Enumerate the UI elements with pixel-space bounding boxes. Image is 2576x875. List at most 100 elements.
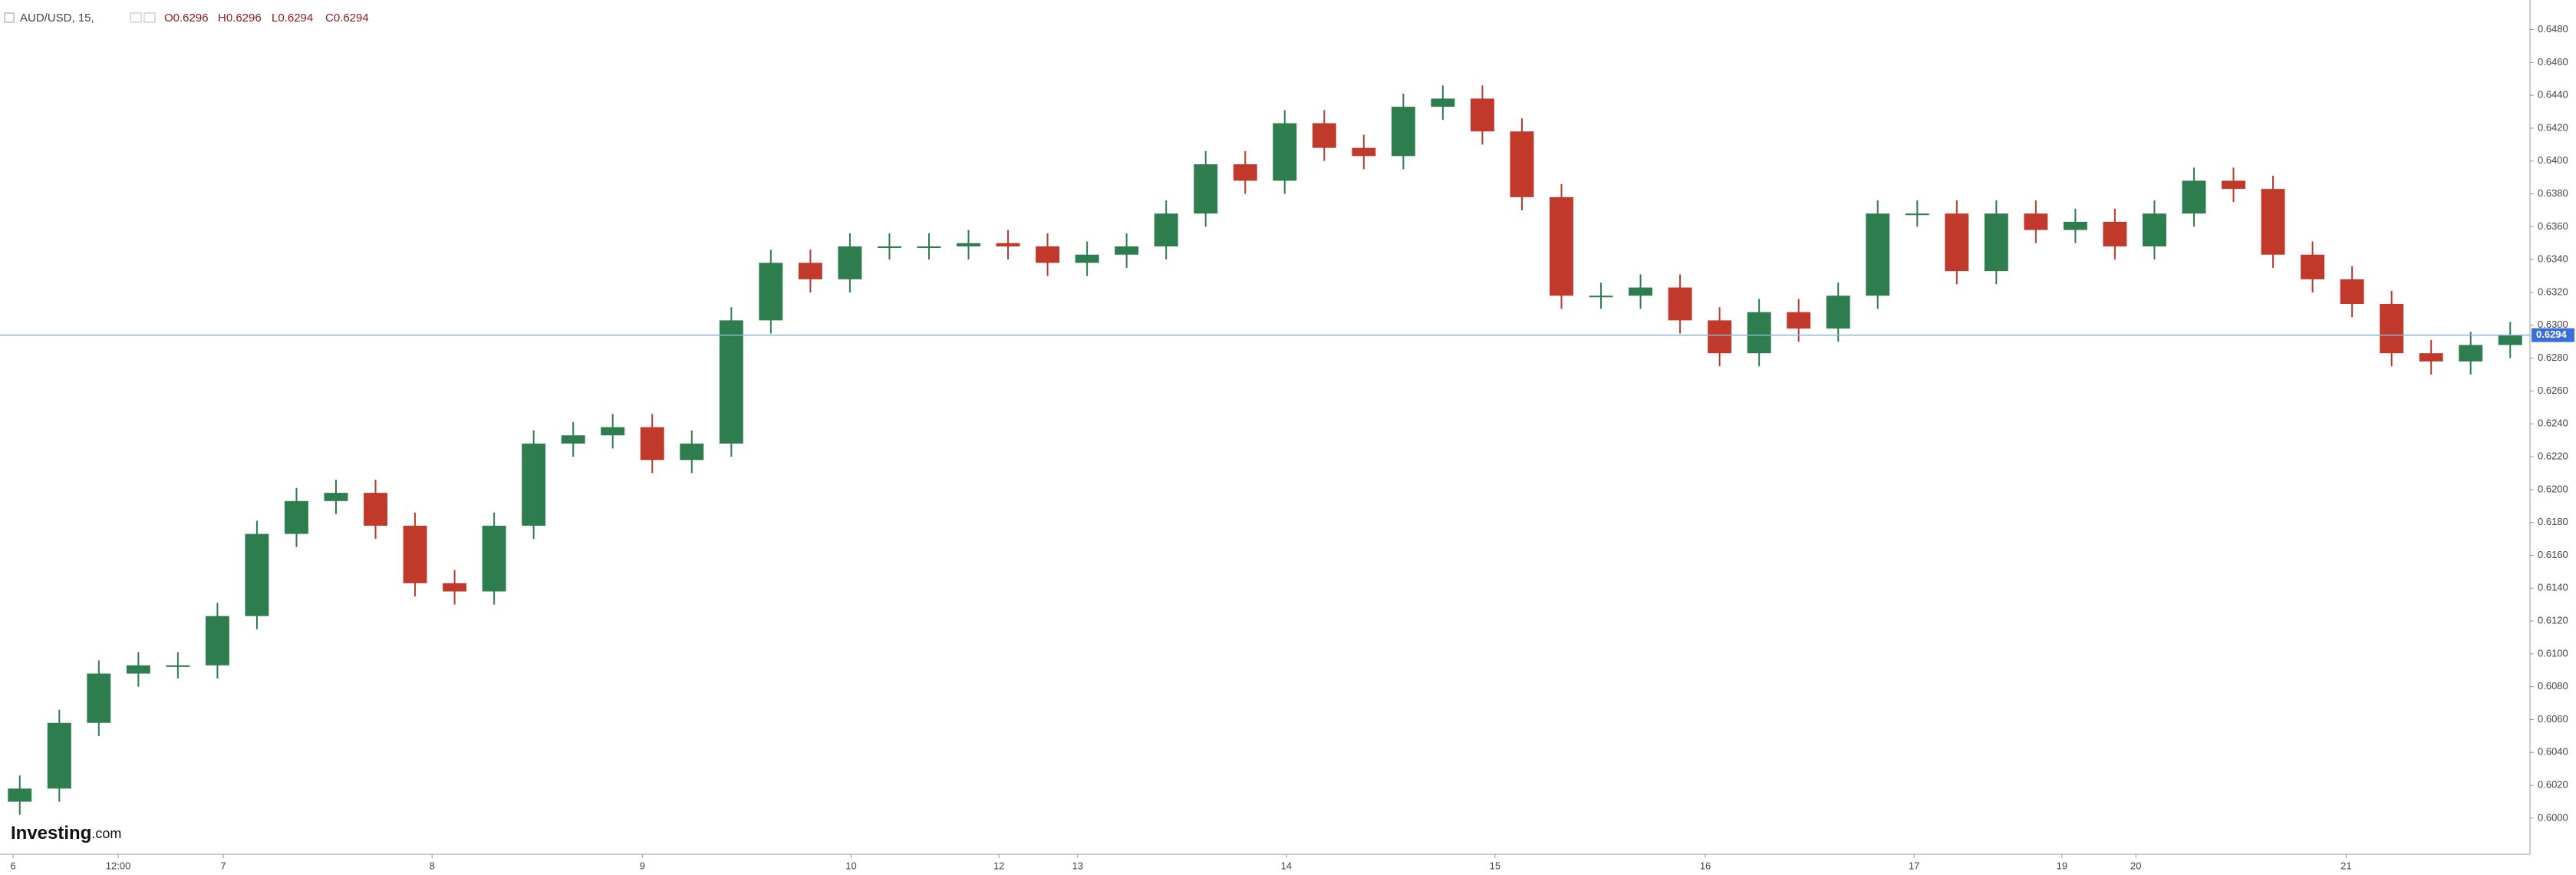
x-tick-label: 12 (993, 860, 1004, 871)
last-price-label: 0.6294 (2536, 329, 2568, 340)
candle-body (1233, 164, 1257, 181)
candle-body (1036, 246, 1060, 263)
x-tick-label: 10 (845, 860, 856, 871)
candle-body (957, 243, 980, 247)
ohlc-low: L0.6294 (272, 12, 313, 25)
x-tick-label: 13 (1072, 860, 1083, 871)
candle-body (1312, 123, 1336, 148)
candle-body (996, 243, 1020, 247)
x-tick-label: 16 (1700, 860, 1711, 871)
candle-body (205, 616, 229, 665)
candle-body (2182, 180, 2206, 214)
candle-body (1629, 287, 1653, 296)
candle-body (1787, 312, 1811, 329)
logo: Investing.com (11, 823, 121, 844)
candle-body (1708, 320, 1732, 354)
candle-body (917, 246, 941, 249)
candle-body (1905, 213, 1929, 216)
candle-body (680, 443, 704, 461)
candle-body (126, 665, 150, 674)
y-tick-label: 0.6400 (2538, 154, 2568, 166)
x-tick-label: 12:00 (106, 860, 131, 871)
candle-body (2459, 345, 2483, 362)
candle-body (2103, 221, 2127, 247)
last-price-box (2532, 328, 2574, 342)
candle-body (561, 435, 585, 444)
ohlc-high: H0.6296 (218, 12, 262, 25)
x-tick-label: 17 (1909, 860, 1919, 871)
candle-body (1668, 287, 1692, 321)
y-tick-label: 0.6200 (2538, 483, 2568, 494)
candle-body (1273, 123, 1297, 181)
candle-body (798, 262, 822, 279)
candle-body (1984, 213, 2008, 272)
candle-body (1826, 296, 1850, 329)
candle-body (1589, 296, 1613, 298)
candle-body (87, 673, 111, 723)
candle-body (403, 525, 427, 583)
candle-body (443, 583, 467, 592)
y-tick-label: 0.6340 (2538, 253, 2568, 265)
symbol: AUD/USD, 15, (20, 12, 94, 25)
y-tick-label: 0.6420 (2538, 121, 2568, 133)
candle-body (2222, 180, 2245, 190)
candle-body (324, 493, 348, 501)
candle-body (166, 665, 190, 667)
candle-body (877, 246, 901, 249)
candle-body (1115, 246, 1139, 255)
candle-body (1391, 107, 1415, 157)
y-tick-label: 0.6300 (2538, 319, 2568, 330)
candle-body (1470, 98, 1494, 132)
y-tick-label: 0.6000 (2538, 811, 2568, 823)
y-tick-label: 0.6240 (2538, 418, 2568, 429)
y-tick-label: 0.6220 (2538, 450, 2568, 461)
candle-body (285, 500, 308, 534)
candle-body (1075, 254, 1099, 263)
candle-body (2063, 221, 2087, 230)
candle-body (482, 525, 506, 592)
candle-body (2024, 213, 2048, 230)
candle-body (1154, 213, 1178, 247)
candle-body (2301, 254, 2325, 279)
candle-body (601, 427, 625, 436)
y-tick-label: 0.6180 (2538, 516, 2568, 527)
candle-body (1510, 131, 1534, 197)
ohlc-open: O0.6296 (164, 12, 209, 25)
candle-body (2340, 279, 2364, 304)
candle-body (47, 722, 71, 789)
candle-body (2498, 335, 2522, 345)
x-tick-label: 20 (2130, 860, 2141, 871)
candle-body (1431, 98, 1455, 107)
y-tick-label: 0.6460 (2538, 56, 2568, 68)
y-tick-label: 0.6480 (2538, 23, 2568, 35)
candle-body (640, 427, 664, 461)
ohlc-close: C0.6294 (325, 12, 369, 25)
y-tick-label: 0.6360 (2538, 220, 2568, 232)
candle-body (719, 320, 743, 444)
y-tick-label: 0.6140 (2538, 582, 2568, 593)
candle-body (2142, 213, 2166, 247)
candle-body (2419, 353, 2443, 362)
close-icon[interactable] (143, 12, 156, 23)
y-tick-label: 0.6020 (2538, 779, 2568, 791)
candle-body (2261, 189, 2285, 255)
y-tick-label: 0.6080 (2538, 680, 2568, 692)
collapse-icon[interactable] (4, 12, 15, 23)
candle-body (1945, 213, 1969, 272)
candle-body (364, 493, 388, 526)
settings-icon[interactable] (130, 12, 142, 23)
y-tick-label: 0.6040 (2538, 746, 2568, 758)
x-tick-label: 7 (221, 860, 226, 871)
x-tick-label: 15 (1490, 860, 1500, 871)
y-tick-label: 0.6060 (2538, 713, 2568, 725)
candle-body (2380, 303, 2404, 354)
y-tick-label: 0.6120 (2538, 615, 2568, 626)
y-tick-label: 0.6280 (2538, 352, 2568, 363)
candle-body (245, 533, 269, 616)
candle-body (759, 262, 783, 321)
y-tick-label: 0.6320 (2538, 286, 2568, 297)
y-tick-label: 0.6380 (2538, 187, 2568, 199)
y-tick-label: 0.6160 (2538, 549, 2568, 560)
x-tick-label: 19 (2057, 860, 2067, 871)
